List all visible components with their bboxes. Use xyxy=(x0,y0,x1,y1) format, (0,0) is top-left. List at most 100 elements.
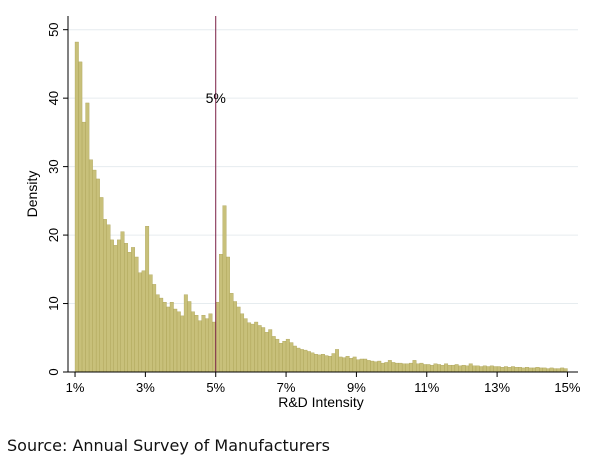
y-axis-label: Density xyxy=(24,171,40,218)
histogram-bar xyxy=(412,360,417,373)
histogram-bar xyxy=(510,366,515,373)
histogram-bar xyxy=(380,362,385,373)
histogram-bar xyxy=(335,349,340,373)
histogram-bar xyxy=(489,365,494,373)
histogram-bar xyxy=(99,197,104,373)
histogram-bar xyxy=(131,247,136,373)
histogram-bar xyxy=(254,321,259,373)
x-tick-label: 1% xyxy=(66,380,85,395)
histogram-bar xyxy=(197,320,202,373)
histogram-bar xyxy=(303,349,308,373)
histogram-bar xyxy=(373,361,378,373)
x-tick-label: 7% xyxy=(277,380,296,395)
histogram-bar xyxy=(127,252,132,373)
histogram-bar xyxy=(542,367,547,373)
histogram-bar xyxy=(236,306,241,373)
histogram-bar xyxy=(124,243,128,373)
histogram-bar xyxy=(349,358,354,373)
y-tick-label: 0 xyxy=(46,368,61,375)
histogram-bar xyxy=(271,336,276,373)
histogram-bar xyxy=(461,364,466,373)
histogram-bar xyxy=(465,365,470,373)
histogram-bar xyxy=(518,367,522,373)
histogram-bar xyxy=(187,301,192,373)
histogram-bar xyxy=(289,342,294,373)
histogram-bar xyxy=(155,294,160,373)
histogram-bar xyxy=(222,205,227,373)
histogram-bar xyxy=(401,363,406,373)
histogram-bar xyxy=(338,356,343,373)
histogram-bar xyxy=(528,367,533,373)
histogram-bar xyxy=(500,367,505,373)
histogram-bar xyxy=(106,224,111,373)
y-tick-label: 30 xyxy=(46,159,61,173)
histogram-bar xyxy=(454,364,459,373)
axes xyxy=(67,16,578,373)
histogram-bar xyxy=(219,254,223,373)
histogram-bar xyxy=(278,343,283,373)
y-tick-label: 20 xyxy=(46,228,61,242)
histogram-bar xyxy=(468,363,473,373)
histogram-bar xyxy=(92,169,97,373)
histogram-bar xyxy=(212,321,216,373)
histogram-bar xyxy=(405,363,410,373)
histogram-bar xyxy=(419,362,424,373)
histogram-bar xyxy=(299,349,304,373)
histogram-bar xyxy=(377,360,382,373)
histogram-bar xyxy=(88,159,93,373)
x-tick-label: 5% xyxy=(206,380,225,395)
histogram-bar xyxy=(430,364,434,373)
histogram-bar xyxy=(324,355,329,373)
histogram-bar xyxy=(102,219,107,373)
histogram-bar xyxy=(391,362,396,373)
histogram-bar xyxy=(296,347,301,373)
histogram-bar xyxy=(363,358,368,373)
histogram-bar xyxy=(134,256,139,373)
histogram-bar xyxy=(437,364,442,373)
histogram-bar xyxy=(215,301,220,373)
histogram-bar xyxy=(148,274,153,373)
histogram-bar xyxy=(447,364,452,373)
histogram-bar xyxy=(345,356,350,373)
histogram-bar xyxy=(85,102,90,373)
histogram-bar xyxy=(546,368,551,373)
tick-labels: 0 10 20 30 40 50 1% 3% 5% 7% 9% 11% 13% 15% xyxy=(46,22,581,395)
histogram-bar xyxy=(190,311,195,373)
y-tick-label: 50 xyxy=(46,22,61,36)
x-axis-label: R&D Intensity xyxy=(278,394,364,410)
x-tick-label: 11% xyxy=(414,380,439,395)
histogram-bar xyxy=(507,367,512,373)
histogram-bar xyxy=(247,322,252,373)
source-note: Source: Annual Survey of Manufacturers xyxy=(7,436,330,455)
x-tick-label: 13% xyxy=(484,380,510,395)
x-tick-label: 9% xyxy=(347,380,366,395)
histogram-bar xyxy=(486,366,491,373)
histogram-bar xyxy=(514,367,519,373)
histogram-bar xyxy=(310,352,315,373)
histogram-bar xyxy=(250,323,255,373)
histogram-bar xyxy=(496,366,501,373)
histogram-bar xyxy=(426,364,431,373)
histogram-bar xyxy=(229,293,234,373)
histogram-bar xyxy=(194,315,199,373)
histogram-bar xyxy=(152,284,157,373)
histogram-bar xyxy=(394,362,399,373)
reference-line-label: 5% xyxy=(206,90,226,106)
histogram-bar xyxy=(110,239,114,373)
histogram-bar xyxy=(458,365,463,373)
histogram-bar xyxy=(176,311,181,373)
histogram-bar xyxy=(532,367,536,373)
histogram-bar xyxy=(240,313,245,373)
histogram-bar xyxy=(433,363,438,373)
histogram-bar xyxy=(243,318,248,373)
histogram-bar xyxy=(162,301,167,373)
histogram-bar xyxy=(370,360,375,373)
histogram-bar xyxy=(553,368,558,373)
histogram-bar xyxy=(539,367,544,373)
x-tick-label: 15% xyxy=(554,380,580,395)
histogram-bar xyxy=(479,366,484,373)
reference-line-group: 5% xyxy=(206,16,226,372)
histogram-bar xyxy=(440,364,445,373)
histogram-bar xyxy=(169,301,174,373)
histogram-bar xyxy=(306,351,311,373)
